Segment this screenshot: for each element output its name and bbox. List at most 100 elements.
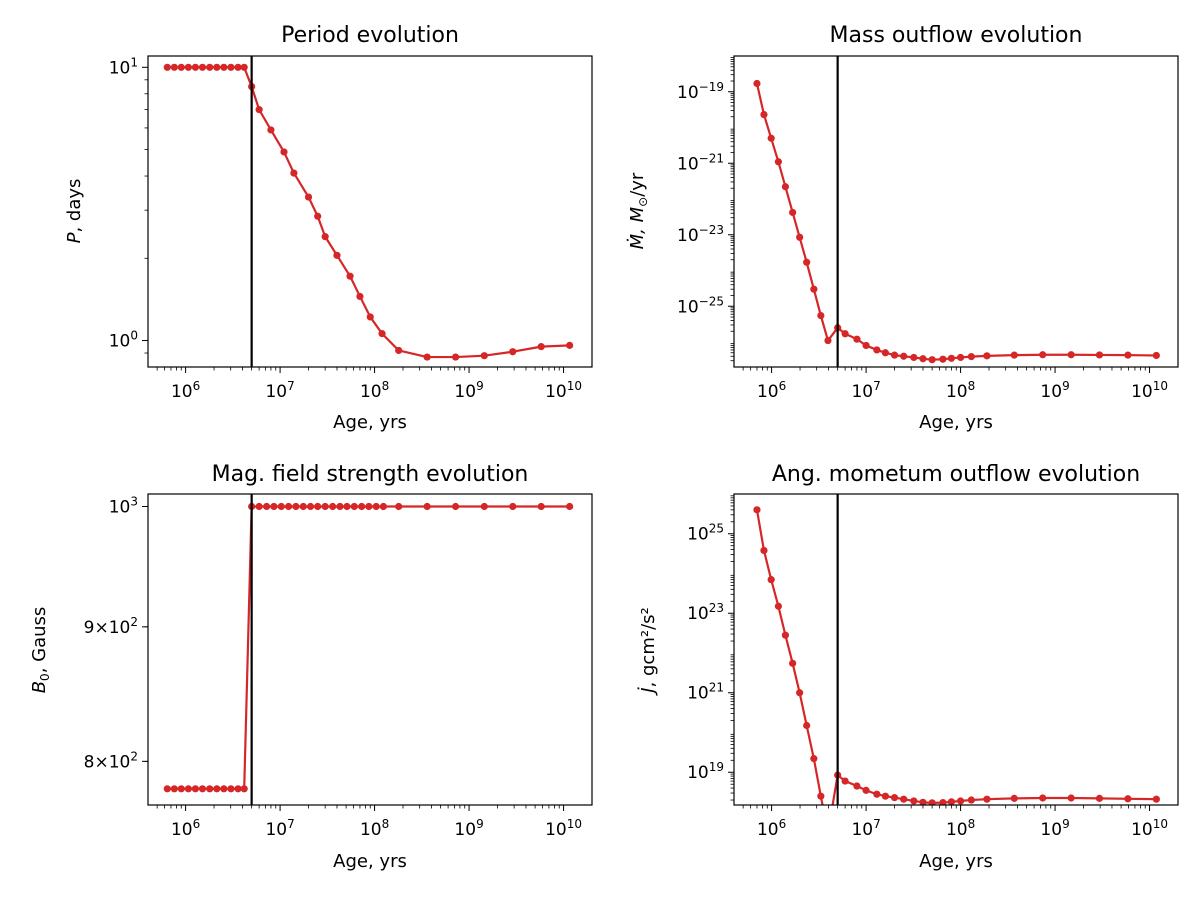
data-point bbox=[170, 63, 178, 71]
data-point bbox=[451, 502, 460, 511]
panel-title: Mag. field strength evolution bbox=[212, 462, 529, 487]
data-point bbox=[170, 785, 178, 793]
data-point bbox=[817, 792, 825, 800]
data-point bbox=[566, 502, 574, 511]
data-point bbox=[314, 212, 322, 220]
x-tick-label: 108 bbox=[360, 817, 389, 840]
data-point bbox=[824, 336, 832, 345]
data-point bbox=[255, 106, 263, 114]
plot-area bbox=[163, 502, 574, 793]
data-point bbox=[919, 355, 927, 363]
data-point bbox=[967, 796, 975, 804]
panel-title: Mass outflow evolution bbox=[830, 23, 1083, 48]
panel-title: Period evolution bbox=[281, 23, 459, 48]
x-tick-label: 1010 bbox=[545, 817, 582, 840]
data-point bbox=[299, 502, 307, 511]
data-point bbox=[774, 602, 782, 610]
data-point bbox=[910, 353, 918, 362]
data-point bbox=[1095, 794, 1104, 802]
data-point bbox=[956, 797, 965, 805]
series-line bbox=[755, 509, 1157, 805]
data-point bbox=[947, 798, 956, 805]
data-point bbox=[1124, 795, 1132, 803]
data-point bbox=[423, 353, 431, 361]
series-line bbox=[167, 66, 570, 359]
data-point bbox=[314, 502, 322, 511]
x-axis-label: Age, yrs bbox=[919, 412, 993, 433]
data-point bbox=[983, 352, 991, 360]
data-point bbox=[395, 346, 403, 355]
data-point bbox=[803, 721, 811, 730]
data-point bbox=[379, 502, 388, 511]
data-point bbox=[184, 785, 192, 793]
data-point bbox=[198, 785, 207, 793]
data-point bbox=[372, 502, 380, 511]
x-tick-label: 106 bbox=[757, 379, 786, 402]
data-point bbox=[881, 349, 889, 357]
data-point bbox=[853, 335, 861, 343]
y-axis-label-rest: , Gauss bbox=[29, 607, 50, 674]
plot-area bbox=[753, 79, 1160, 364]
data-point bbox=[1152, 351, 1160, 360]
data-point bbox=[350, 502, 358, 511]
data-point bbox=[873, 790, 881, 798]
series-line bbox=[755, 83, 1157, 361]
panel-title: Ang. mometum outflow evolution bbox=[772, 462, 1140, 487]
data-point bbox=[910, 797, 918, 805]
data-point bbox=[184, 63, 192, 71]
data-point bbox=[566, 341, 574, 349]
y-axis-label-main: J̇ bbox=[638, 686, 659, 695]
data-point bbox=[366, 313, 374, 321]
data-point bbox=[774, 158, 782, 166]
y-axis-label-sub: ⊙ bbox=[636, 197, 650, 207]
x-axis-label: Age, yrs bbox=[333, 412, 407, 433]
data-point bbox=[304, 193, 313, 201]
x-tick-label: 1010 bbox=[545, 379, 582, 402]
data-point bbox=[255, 502, 263, 511]
data-point bbox=[753, 506, 761, 514]
y-tick-label: 8×102 bbox=[84, 749, 138, 772]
y-tick-label: 101 bbox=[109, 55, 138, 78]
data-point bbox=[1067, 351, 1075, 359]
data-point bbox=[227, 785, 235, 793]
data-point bbox=[240, 785, 248, 793]
x-tick-label: 106 bbox=[171, 379, 200, 402]
data-point bbox=[277, 502, 285, 511]
x-tick-label: 108 bbox=[946, 817, 975, 840]
data-point bbox=[343, 502, 351, 511]
data-point bbox=[781, 631, 790, 639]
y-tick-label: 1019 bbox=[687, 760, 724, 783]
y-axis-label: Ṁ, M⊙/yr bbox=[627, 172, 650, 249]
data-point bbox=[841, 330, 849, 338]
data-point bbox=[796, 233, 804, 241]
x-tick-label: 108 bbox=[946, 379, 975, 402]
axes-frame bbox=[733, 493, 1179, 806]
data-point bbox=[292, 502, 300, 511]
x-tick-label: 109 bbox=[1040, 817, 1069, 840]
y-axis-label-main: Ṁ, M bbox=[627, 206, 648, 249]
x-tick-label: 109 bbox=[454, 379, 483, 402]
data-point bbox=[928, 356, 936, 364]
data-point bbox=[234, 63, 242, 71]
data-point bbox=[890, 794, 899, 802]
data-point bbox=[767, 576, 775, 584]
data-point bbox=[321, 233, 329, 241]
y-tick-label: 103 bbox=[109, 494, 138, 517]
x-tick-label: 1010 bbox=[1131, 817, 1168, 840]
y-axis-label-rest: , days bbox=[64, 179, 85, 233]
x-tick-label: 107 bbox=[265, 817, 294, 840]
data-point bbox=[451, 353, 460, 361]
data-point bbox=[817, 311, 825, 320]
y-tick-label: 100 bbox=[109, 329, 138, 352]
data-point bbox=[753, 79, 761, 88]
y-axis-label: P, days bbox=[64, 179, 85, 244]
y-tick-label: 10−19 bbox=[677, 80, 724, 103]
data-point bbox=[423, 502, 431, 511]
data-point bbox=[900, 352, 908, 360]
data-point bbox=[333, 251, 341, 259]
data-point bbox=[983, 795, 991, 803]
data-point bbox=[163, 63, 171, 71]
data-point bbox=[760, 110, 768, 119]
data-point bbox=[395, 502, 403, 511]
data-point bbox=[803, 258, 811, 266]
